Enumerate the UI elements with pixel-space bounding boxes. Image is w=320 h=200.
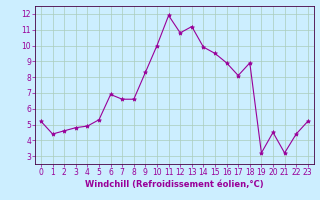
X-axis label: Windchill (Refroidissement éolien,°C): Windchill (Refroidissement éolien,°C) (85, 180, 264, 189)
